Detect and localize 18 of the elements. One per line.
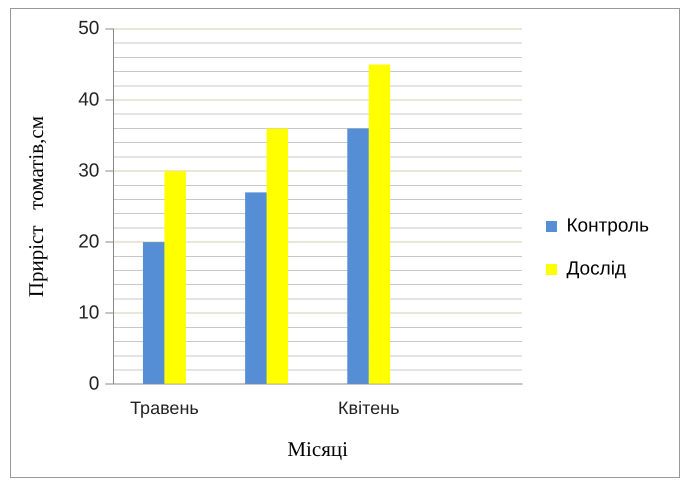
bar <box>164 171 186 384</box>
bar <box>266 128 288 384</box>
y-axis-title: Приріст томатів,см <box>24 116 48 298</box>
bar <box>245 192 267 384</box>
x-tick-label: Травень <box>130 398 199 418</box>
legend-label: Дослід <box>566 258 626 280</box>
bar <box>347 128 369 384</box>
legend-label: Контроль <box>566 216 650 237</box>
x-tick-label: Квітень <box>338 398 400 418</box>
bar <box>142 242 164 384</box>
bar <box>368 64 390 384</box>
y-tick-label: 10 <box>78 302 100 324</box>
y-tick-label: 50 <box>78 18 100 40</box>
y-tick-label: 20 <box>78 231 100 252</box>
y-tick-label: 40 <box>78 89 100 110</box>
x-axis-title: Місяці <box>287 436 348 461</box>
y-tick-label: 0 <box>88 373 100 394</box>
y-tick-label: 30 <box>78 160 100 182</box>
